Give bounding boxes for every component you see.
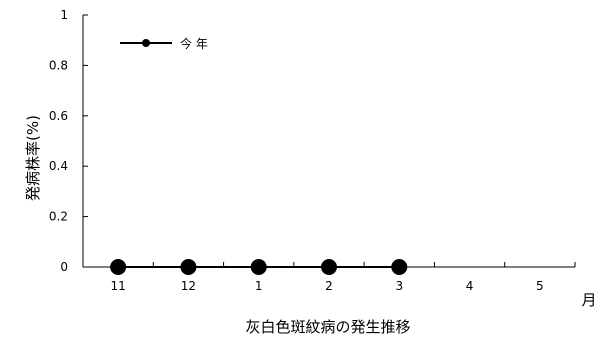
data-point bbox=[110, 259, 127, 275]
y-axis-title: 発病株率(%) bbox=[24, 115, 42, 201]
x-axis-unit-label: 月 bbox=[581, 291, 596, 309]
data-point bbox=[391, 259, 408, 275]
y-tick-label: 0.8 bbox=[49, 58, 68, 72]
legend: 今 年 bbox=[120, 36, 208, 51]
legend-marker-swatch bbox=[142, 39, 150, 47]
x-tick-label: 11 bbox=[111, 279, 126, 293]
y-tick-label: 1 bbox=[60, 8, 68, 22]
x-tick-label: 3 bbox=[395, 279, 403, 293]
x-tick-label: 4 bbox=[466, 279, 474, 293]
tick-marks bbox=[82, 14, 576, 268]
data-point bbox=[321, 259, 337, 275]
y-tick-labels: 0 0.2 0.4 0.6 0.8 1 bbox=[49, 8, 68, 274]
legend-label: 今 年 bbox=[180, 36, 208, 51]
series-group bbox=[110, 259, 408, 275]
y-tick-label: 0.6 bbox=[49, 109, 68, 123]
axes bbox=[82, 15, 575, 268]
data-point bbox=[180, 259, 197, 275]
x-axis-title: 灰白色斑紋病の発生推移 bbox=[245, 318, 410, 336]
x-tick-label: 12 bbox=[181, 279, 196, 293]
y-tick-label: 0 bbox=[60, 260, 68, 274]
y-tick-label: 0.2 bbox=[49, 210, 68, 224]
x-tick-label: 2 bbox=[325, 279, 333, 293]
y-tick-label: 0.4 bbox=[49, 159, 68, 173]
x-tick-label: 1 bbox=[255, 279, 263, 293]
x-tick-label: 5 bbox=[536, 279, 544, 293]
data-point bbox=[250, 259, 267, 275]
x-tick-labels: 11 12 1 2 3 4 5 bbox=[111, 279, 544, 293]
